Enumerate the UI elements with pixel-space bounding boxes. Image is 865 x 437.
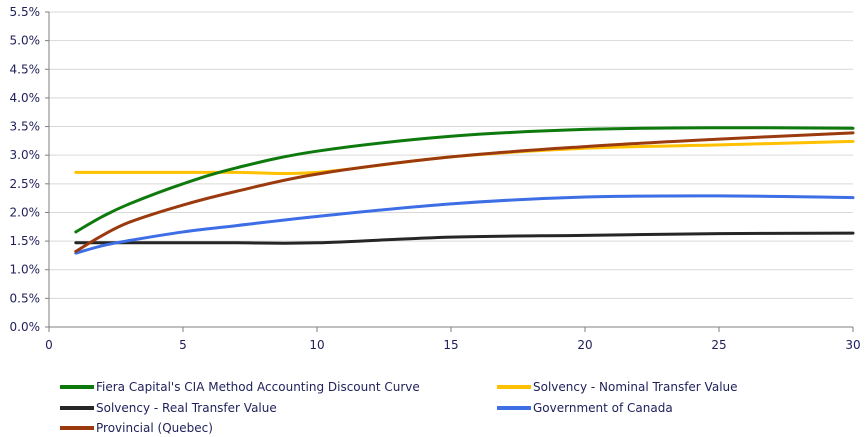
legend-item: Government of Canada xyxy=(497,401,673,415)
y-tick-label: 4.0% xyxy=(10,91,41,105)
legend-label: Provincial (Quebec) xyxy=(96,421,213,435)
y-tick-label: 2.5% xyxy=(10,177,41,191)
legend-swatch xyxy=(60,385,94,389)
y-tick-label: 3.0% xyxy=(10,148,41,162)
y-tick-label: 0.0% xyxy=(10,320,41,334)
y-tick-label: 1.0% xyxy=(10,263,41,277)
gridlines xyxy=(49,11,853,299)
x-tick-label: 5 xyxy=(179,338,187,352)
x-tick-label: 20 xyxy=(577,338,592,352)
legend-swatch xyxy=(497,385,531,389)
line-chart: 0.0% 0.5% 1.0% 1.5% 2.0% 2.5% 3.0% 3.5% 4.0% 4.5%… xyxy=(10,5,861,352)
axes xyxy=(45,11,854,332)
legend: Fiera Capital's CIA Method Accounting Di… xyxy=(0,376,865,436)
x-tick-label: 15 xyxy=(443,338,458,352)
legend-label: Solvency - Nominal Transfer Value xyxy=(533,380,738,394)
y-tick-label: 5.5% xyxy=(10,5,41,19)
legend-item: Provincial (Quebec) xyxy=(60,421,213,435)
legend-swatch xyxy=(497,406,531,410)
series-line-fiera-capital-s-cia-method-accounting-discount-curve xyxy=(74,126,855,234)
y-tick-label: 2.0% xyxy=(10,205,41,219)
y-tick-label: 5.0% xyxy=(10,34,41,48)
legend-swatch xyxy=(60,426,94,430)
y-tick-label: 3.5% xyxy=(10,120,41,134)
legend-label: Solvency - Real Transfer Value xyxy=(96,401,277,415)
x-tick-label: 10 xyxy=(309,338,324,352)
legend-label: Fiera Capital's CIA Method Accounting Di… xyxy=(96,380,420,394)
x-tick-label: 0 xyxy=(45,338,53,352)
series-line-government-of-canada xyxy=(74,194,855,255)
series-line-solvency-nominal-transfer-value xyxy=(74,139,855,176)
x-axis-tick-labels: 0 5 10 15 20 25 30 xyxy=(45,338,860,352)
x-tick-label: 25 xyxy=(711,338,726,352)
x-tick-label: 30 xyxy=(845,338,860,352)
legend-label: Government of Canada xyxy=(533,401,673,415)
series-lines xyxy=(74,126,855,255)
legend-item: Solvency - Real Transfer Value xyxy=(60,401,277,415)
legend-swatch xyxy=(60,406,94,410)
legend-item: Solvency - Nominal Transfer Value xyxy=(497,380,738,394)
y-tick-label: 0.5% xyxy=(10,291,41,305)
y-tick-label: 1.5% xyxy=(10,234,41,248)
y-tick-label: 4.5% xyxy=(10,62,41,76)
y-axis-tick-labels: 0.0% 0.5% 1.0% 1.5% 2.0% 2.5% 3.0% 3.5% 4.0% 4.5%… xyxy=(10,5,41,334)
series-line-provincial-quebec xyxy=(74,131,855,253)
legend-item: Fiera Capital's CIA Method Accounting Di… xyxy=(60,380,420,394)
series-line-solvency-real-transfer-value xyxy=(74,231,855,245)
